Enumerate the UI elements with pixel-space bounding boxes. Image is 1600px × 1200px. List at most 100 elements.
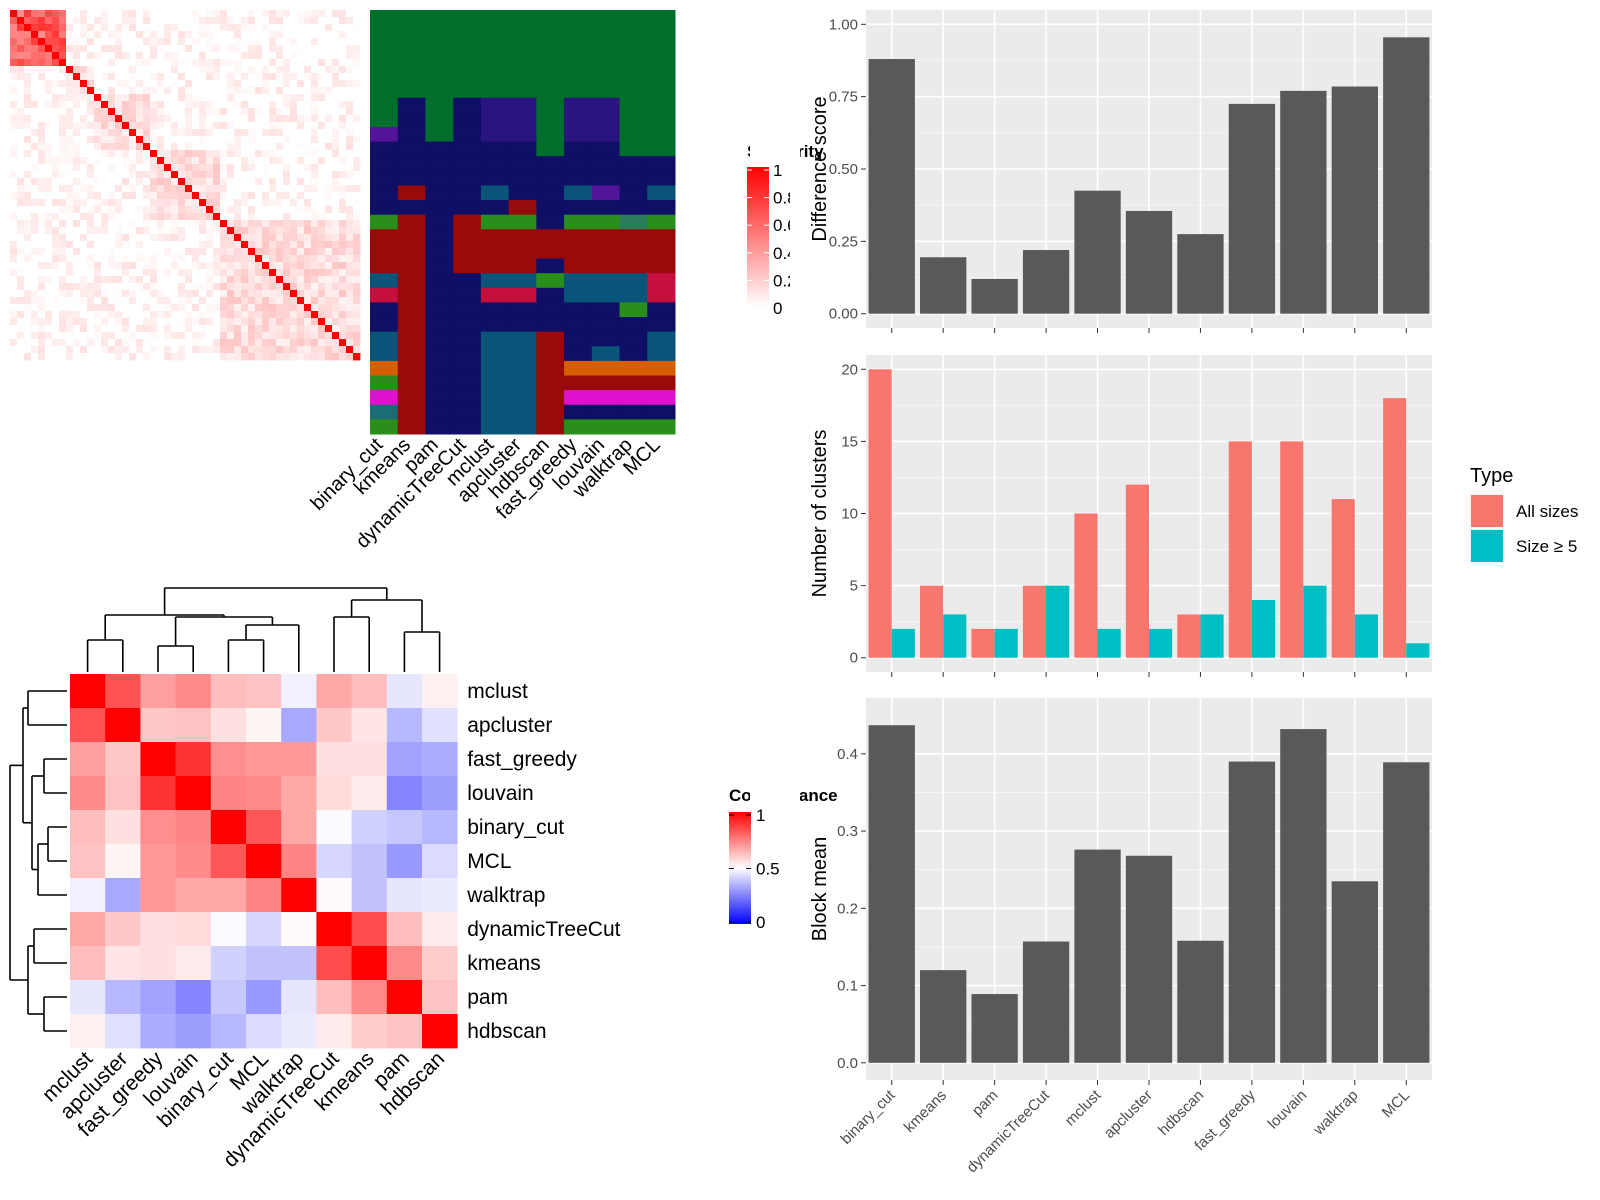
similarity-cell — [87, 136, 95, 144]
similarity-cell — [311, 115, 319, 123]
similarity-cell — [10, 206, 18, 214]
similarity-cell — [276, 185, 284, 193]
similarity-cell — [108, 80, 116, 88]
similarity-cell — [213, 339, 221, 347]
similarity-cell — [276, 66, 284, 74]
similarity-cell — [164, 325, 172, 333]
similarity-cell — [339, 94, 347, 102]
similarity-cell — [115, 10, 123, 18]
similarity-cell — [150, 129, 158, 137]
similarity-cell — [255, 220, 263, 228]
similarity-cell — [17, 164, 25, 172]
concordance-cell — [210, 810, 247, 845]
assignment-cell — [370, 39, 399, 55]
similarity-cell — [143, 10, 151, 18]
assignment-cell — [647, 83, 676, 99]
similarity-cell — [17, 269, 25, 277]
similarity-cell — [227, 339, 235, 347]
similarity-cell — [101, 94, 109, 102]
similarity-cell — [129, 199, 137, 207]
similarity-cell — [241, 171, 249, 179]
concordance-cell — [210, 674, 247, 709]
similarity-cell — [10, 17, 18, 25]
similarity-cell — [234, 122, 242, 130]
similarity-cell — [115, 129, 123, 137]
similarity-cell — [346, 304, 354, 312]
similarity-cell — [122, 52, 130, 60]
similarity-cell — [206, 94, 214, 102]
similarity-cell — [297, 171, 305, 179]
similarity-cell — [101, 38, 109, 46]
similarity-cell — [339, 185, 347, 193]
similarity-cell — [199, 283, 207, 291]
assignment-cell — [480, 68, 510, 84]
assignment-cell — [536, 390, 565, 406]
similarity-cell — [339, 346, 347, 354]
similarity-cell — [220, 206, 228, 214]
similarity-cell — [87, 262, 95, 270]
similarity-cell — [122, 94, 130, 102]
assignment-cell — [480, 229, 510, 245]
assignment-cell — [370, 317, 399, 333]
similarity-cell — [129, 353, 137, 361]
similarity-cell — [59, 185, 67, 193]
similarity-cell — [262, 269, 270, 277]
concordance-cell — [246, 708, 282, 743]
similarity-cell — [213, 283, 221, 291]
concordance-cell — [210, 708, 247, 743]
similarity-cell — [171, 101, 179, 109]
similarity-cell — [143, 353, 151, 361]
similarity-cell — [248, 94, 256, 102]
assignment-cell — [591, 39, 621, 55]
similarity-cell — [129, 122, 137, 130]
similarity-cell — [192, 304, 200, 312]
assignment-cell — [647, 404, 676, 420]
concordance-tick-label: 0 — [756, 913, 765, 932]
assignment-cell — [647, 141, 676, 157]
similarity-cell — [339, 353, 347, 361]
similarity-cell — [297, 199, 305, 207]
similarity-cell — [52, 101, 60, 109]
similarity-cell — [38, 325, 46, 333]
similarity-cell — [353, 234, 361, 242]
similarity-cell — [171, 318, 179, 326]
similarity-cell — [318, 101, 326, 109]
similarity-cell — [24, 346, 32, 354]
similarity-cell — [94, 325, 102, 333]
similarity-cell — [73, 80, 81, 88]
similarity-cell — [164, 108, 172, 116]
similarity-cell — [24, 143, 32, 151]
similarity-cell — [290, 325, 298, 333]
similarity-cell — [262, 87, 270, 95]
bar — [1228, 103, 1276, 314]
similarity-cell — [311, 164, 319, 172]
similarity-cell — [332, 297, 340, 305]
similarity-cell — [276, 325, 284, 333]
similarity-cell — [304, 297, 312, 305]
similarity-cell — [108, 17, 116, 25]
similarity-cell — [234, 276, 242, 284]
similarity-cell — [80, 94, 88, 102]
concordance-cell — [386, 776, 423, 811]
similarity-cell — [297, 213, 305, 221]
similarity-cell — [241, 332, 249, 340]
similarity-cell — [157, 150, 165, 158]
similarity-cell — [227, 122, 235, 130]
similarity-cell — [178, 220, 186, 228]
x-category-label: apcluster — [1101, 1087, 1156, 1142]
similarity-cell — [332, 101, 340, 109]
similarity-cell — [59, 199, 67, 207]
similarity-cell — [185, 346, 193, 354]
assignment-cell — [425, 39, 454, 55]
similarity-cell — [115, 262, 123, 270]
similarity-cell — [108, 199, 116, 207]
similarity-cell — [304, 80, 312, 88]
similarity-cell — [290, 234, 298, 242]
similarity-cell — [339, 38, 347, 46]
similarity-cell — [38, 129, 46, 137]
similarity-cell — [192, 339, 200, 347]
similarity-cell — [87, 115, 95, 123]
similarity-cell — [234, 129, 242, 137]
similarity-cell — [192, 17, 200, 25]
